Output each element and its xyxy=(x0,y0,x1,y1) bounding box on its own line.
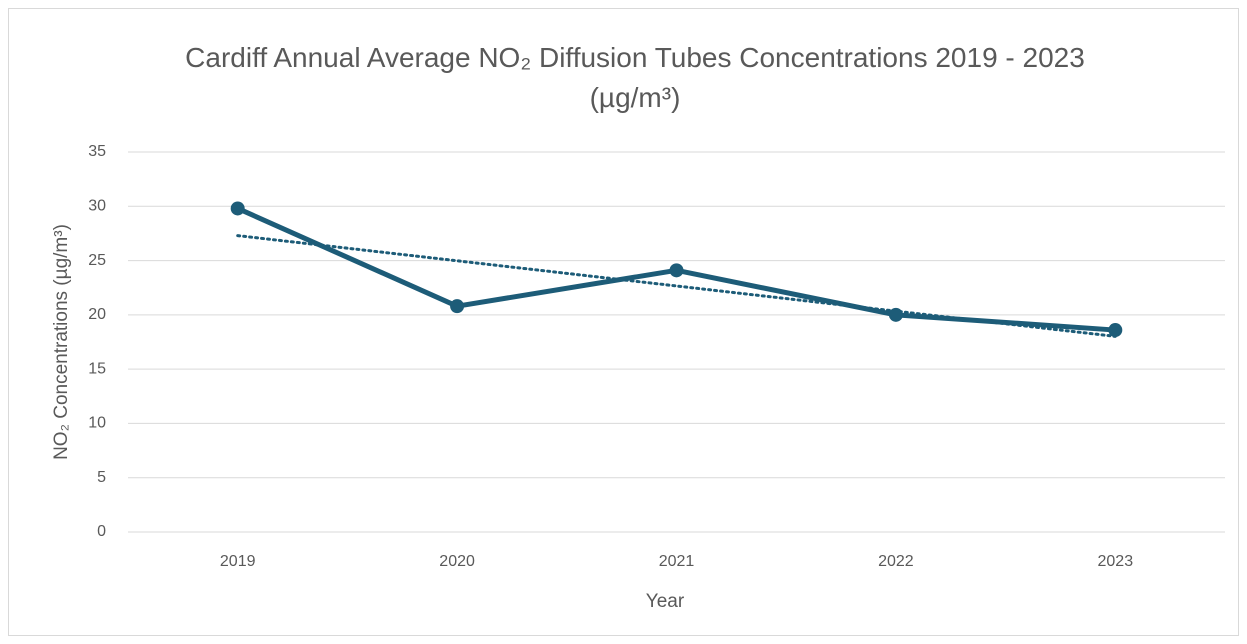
x-tick-label: 2021 xyxy=(659,553,695,570)
x-axis-label: Year xyxy=(646,591,685,612)
chart-title: Cardiff Annual Average NO₂ Diffusion Tub… xyxy=(185,42,1085,113)
data-point xyxy=(1108,323,1123,338)
y-tick-label: 20 xyxy=(88,306,106,323)
x-tick-label: 2020 xyxy=(439,553,475,570)
data-point xyxy=(450,299,465,314)
data-point xyxy=(230,201,245,216)
data-point xyxy=(888,307,903,322)
y-tick-label: 35 xyxy=(88,143,106,160)
y-tick-label: 0 xyxy=(97,523,106,540)
y-tick-label: 10 xyxy=(88,415,106,432)
data-point xyxy=(669,263,684,278)
y-tick-label: 5 xyxy=(97,469,106,486)
trendline xyxy=(236,234,1117,338)
x-tick-label: 2023 xyxy=(1098,553,1134,570)
x-tick-label: 2019 xyxy=(220,553,256,570)
y-axis-label: NO₂ Concentrations (µg/m³) xyxy=(51,224,72,460)
y-tick-label: 25 xyxy=(88,252,106,269)
y-tick-label: 15 xyxy=(88,360,106,377)
y-tick-label: 30 xyxy=(88,198,106,215)
x-tick-label: 2022 xyxy=(878,553,914,570)
